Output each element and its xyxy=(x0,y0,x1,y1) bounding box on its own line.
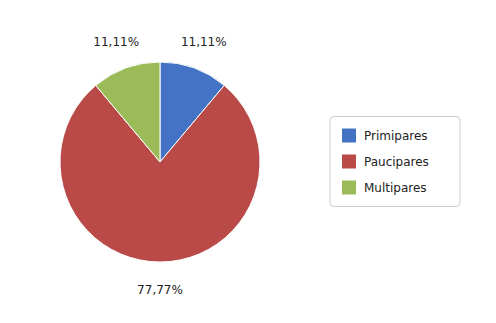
legend-label: Multipares xyxy=(364,181,427,195)
data-label: 11,11% xyxy=(181,35,227,49)
legend-label: Paucipares xyxy=(364,155,429,169)
chart-container: 11,11% 77,77% 11,11% Primipares Paucipares Mu… xyxy=(0,0,496,323)
data-label: 11,11% xyxy=(93,35,139,49)
legend: Primipares Paucipares Multipares xyxy=(330,117,460,207)
legend-label: Primipares xyxy=(364,129,428,143)
data-labels: 11,11% 77,77% 11,11% xyxy=(93,35,226,297)
legend-swatch xyxy=(342,129,356,143)
legend-swatch xyxy=(342,155,356,169)
chart: 11,11% 77,77% 11,11% Primipares Paucipares Mu… xyxy=(0,0,496,323)
data-label: 77,77% xyxy=(137,283,183,297)
legend-swatch xyxy=(342,181,356,195)
pie-slice xyxy=(96,62,160,162)
legend-frame xyxy=(330,117,460,207)
pie xyxy=(60,62,260,262)
